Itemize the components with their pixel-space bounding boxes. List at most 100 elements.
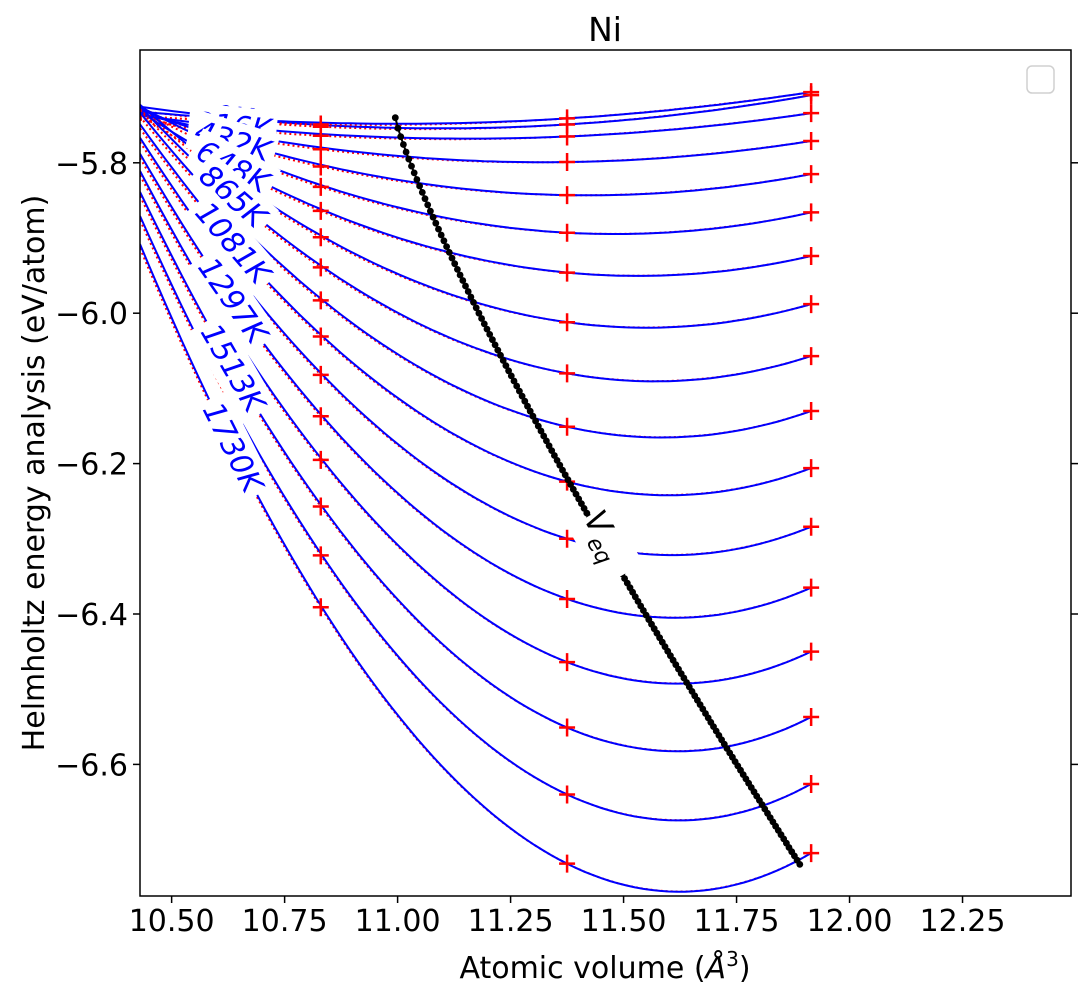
- veq-point: [483, 325, 491, 333]
- data-point-marker: [559, 854, 576, 873]
- data-point-marker: [559, 153, 576, 172]
- veq-point: [480, 320, 488, 328]
- isotherm-label-mask: [185, 245, 280, 356]
- veq-point: [454, 266, 461, 273]
- veq-point: [394, 124, 402, 132]
- veq-point: [505, 367, 512, 375]
- data-point-marker: [312, 598, 329, 617]
- veq-point: [391, 114, 399, 122]
- data-point-marker: [803, 642, 820, 661]
- veq-point: [513, 382, 521, 390]
- x-tick-label: 11.75: [694, 904, 780, 939]
- data-point-marker: [803, 83, 820, 102]
- veq-point: [478, 315, 485, 322]
- data-point-marker: [312, 258, 329, 277]
- veq-point: [497, 351, 504, 359]
- chart-title: Ni: [588, 10, 622, 49]
- data-point-marker: [803, 401, 820, 420]
- veq-point: [443, 243, 450, 251]
- x-axis-label: Atomic volume (Å3): [459, 947, 750, 986]
- data-point-marker: [559, 223, 576, 242]
- veq-point: [429, 213, 437, 221]
- data-point-marker: [312, 228, 329, 247]
- data-point-marker: [803, 708, 820, 727]
- veq-point: [467, 293, 475, 301]
- y-tick-label: −6.6: [55, 748, 128, 783]
- y-tick-label: −6.0: [55, 297, 128, 332]
- veq-point: [408, 162, 415, 170]
- veq-point: [427, 207, 434, 215]
- x-tick-label: 10.75: [242, 904, 328, 939]
- veq-point: [521, 397, 529, 405]
- veq-point: [491, 341, 499, 349]
- veq-point: [502, 362, 510, 369]
- label-layer: 0K216K432K648K865K1081K1297K1513K1730KVe…: [182, 95, 644, 588]
- y-tick-label: −6.2: [55, 448, 128, 483]
- data-point-marker: [803, 131, 820, 150]
- veq-point: [410, 169, 418, 177]
- veq-point: [413, 176, 421, 183]
- veq-point: [510, 377, 518, 385]
- data-point-marker: [559, 589, 576, 608]
- veq-point: [472, 304, 480, 312]
- veq-point: [494, 346, 502, 354]
- data-point-marker: [312, 497, 329, 516]
- veq-point: [489, 336, 496, 344]
- veq-point: [524, 402, 531, 410]
- veq-point: [459, 277, 467, 284]
- isotherm-label-mask: [184, 128, 281, 206]
- data-point-marker: [312, 201, 329, 220]
- x-axis-ticks: 10.50 10.75 11.00 11.25 11.50 11.75 12.00 12.25: [129, 896, 1005, 939]
- veq-point: [518, 392, 526, 400]
- veq-point: [499, 357, 507, 364]
- data-point-marker: [559, 109, 576, 128]
- data-point-marker: [559, 364, 576, 383]
- isotherm-label-mask: [182, 189, 283, 297]
- data-point-marker: [803, 104, 820, 123]
- veq-point: [445, 249, 453, 256]
- veq-point: [435, 225, 442, 233]
- data-point-marker: [559, 127, 576, 146]
- isotherm-label-mask: [190, 390, 275, 505]
- x-axis-label-sup: 3: [726, 947, 739, 971]
- data-point-marker: [312, 140, 329, 159]
- isotherm-fit-curve: [140, 215, 812, 822]
- veq-point: [437, 231, 445, 239]
- data-point-marker: [803, 247, 820, 266]
- veq-point: [440, 237, 448, 245]
- plot-frame: [139, 49, 1072, 897]
- isotherm-label-mask: [186, 152, 279, 241]
- x-tick-label: 11.50: [581, 904, 667, 939]
- data-point-marker: [803, 459, 820, 478]
- data-point-marker: [559, 653, 576, 672]
- veq-point: [470, 299, 477, 306]
- data-point-marker: [559, 263, 576, 282]
- veq-point: [532, 417, 539, 425]
- x-axis-label-close: ): [739, 951, 751, 986]
- veq-point: [405, 155, 413, 163]
- veq-point: [462, 282, 469, 290]
- veq-point: [464, 288, 472, 295]
- data-point-marker: [803, 347, 820, 366]
- x-axis-label-symbol: Å: [704, 950, 727, 986]
- data-point-marker: [312, 177, 329, 196]
- veq-point: [456, 271, 464, 279]
- x-axis-label-main: Atomic volume (: [459, 951, 705, 986]
- veq-point: [526, 407, 534, 415]
- x-tick-label: 12.00: [807, 904, 893, 939]
- data-point-marker: [559, 785, 576, 804]
- veq-point: [448, 254, 456, 262]
- data-point-marker: [803, 165, 820, 184]
- data-point-marker: [559, 186, 576, 205]
- data-point-marker: [312, 327, 329, 346]
- veq-point: [516, 387, 523, 395]
- y-axis-ticks: −5.8 −6.0 −6.2 −6.4 −6.6: [55, 147, 1078, 783]
- veq-point: [537, 427, 545, 435]
- data-point-marker: [803, 295, 820, 314]
- isotherm-label-mask: [188, 311, 277, 425]
- data-point-marker: [312, 291, 329, 310]
- x-tick-label: 11.00: [355, 904, 441, 939]
- veq-point: [421, 195, 429, 203]
- veq-line: [394, 117, 801, 865]
- data-point-marker: [312, 365, 329, 384]
